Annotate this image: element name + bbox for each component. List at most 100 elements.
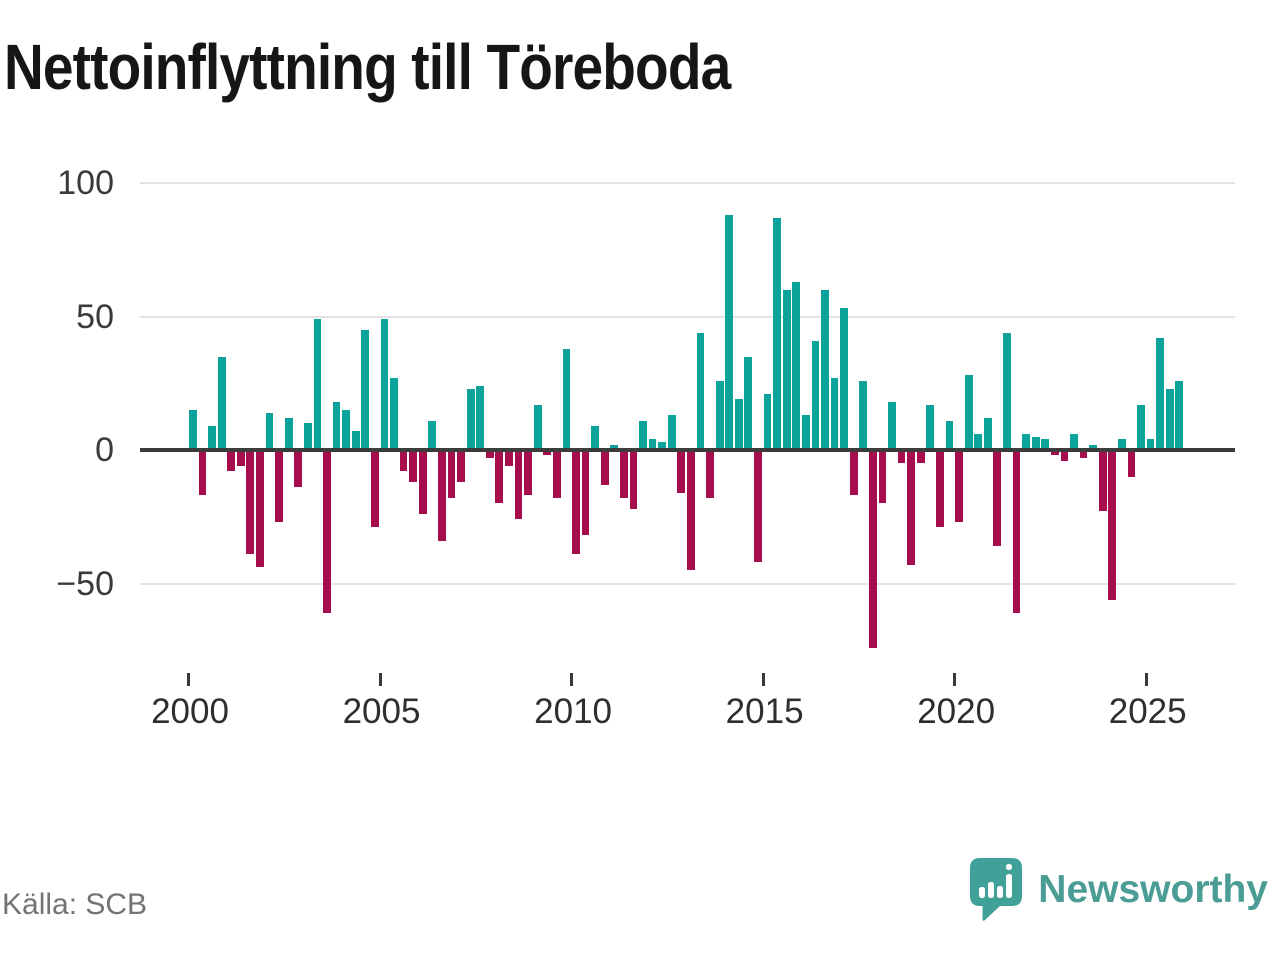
bar-2024-q4 xyxy=(1137,404,1145,450)
bar-2018-q1 xyxy=(878,450,887,504)
bar-2000-q4 xyxy=(217,356,226,450)
x-axis-label-2000: 2000 xyxy=(151,692,229,731)
bar-2019-q4 xyxy=(945,420,954,450)
bar-2023-q1 xyxy=(1070,433,1078,450)
bar-2002-q4 xyxy=(294,450,303,488)
bar-2008-q2 xyxy=(505,450,513,467)
y-axis-label: 100 xyxy=(57,164,114,202)
bar-2016-q1 xyxy=(801,415,810,450)
bar-2004-q2 xyxy=(351,431,360,450)
bar-2014-q2 xyxy=(734,399,743,450)
bar-2025-q3 xyxy=(1165,388,1174,450)
bar-2005-q1 xyxy=(380,319,389,450)
x-axis-tick-2005 xyxy=(378,673,382,686)
bar-2020-q3 xyxy=(974,433,983,450)
bar-2011-q1 xyxy=(610,444,619,450)
y-axis-label: −50 xyxy=(56,564,114,603)
bar-2018-q4 xyxy=(907,450,916,565)
bar-2000-q1 xyxy=(189,409,197,450)
bar-2005-q3 xyxy=(399,450,408,472)
bar-2002-q3 xyxy=(284,417,293,450)
bar-2008-q4 xyxy=(524,450,532,496)
x-axis-label-2020: 2020 xyxy=(917,692,996,731)
bar-2021-q1 xyxy=(993,450,1002,547)
bar-2001-q4 xyxy=(256,450,264,568)
bar-2003-q2 xyxy=(313,319,322,450)
bar-2025-q1 xyxy=(1146,439,1155,450)
bar-2024-q2 xyxy=(1117,439,1126,450)
bar-2025-q2 xyxy=(1156,337,1165,450)
bar-2015-q1 xyxy=(763,393,772,450)
bar-2014-q3 xyxy=(744,356,753,450)
bar-2020-q4 xyxy=(983,417,992,450)
bar-2023-q4 xyxy=(1098,450,1107,512)
gridline xyxy=(140,582,1235,585)
bar-2016-q4 xyxy=(830,377,839,450)
bar-2016-q3 xyxy=(821,289,829,450)
bar-2014-q4 xyxy=(754,450,762,563)
bar-2007-q4 xyxy=(485,450,494,458)
x-axis-tick-2020 xyxy=(953,673,957,686)
newsworthy-logo: Newsworthy xyxy=(970,858,1268,922)
bar-2006-q4 xyxy=(447,450,456,499)
bar-2011-q4 xyxy=(639,420,647,450)
bar-2008-q3 xyxy=(514,450,523,520)
bar-2020-q2 xyxy=(964,375,973,450)
bar-2012-q3 xyxy=(667,415,676,450)
bar-2001-q1 xyxy=(227,450,236,472)
bar-2002-q2 xyxy=(275,450,283,523)
bar-2021-q3 xyxy=(1012,450,1021,613)
bar-2004-q1 xyxy=(342,409,351,450)
bar-2010-q1 xyxy=(572,450,580,555)
x-axis-label-2010: 2010 xyxy=(534,692,613,731)
bar-2014-q1 xyxy=(725,215,734,450)
bar-2021-q2 xyxy=(1003,332,1011,450)
bar-2010-q2 xyxy=(581,450,590,536)
bar-2022-q2 xyxy=(1041,439,1050,450)
bar-2006-q1 xyxy=(418,450,427,515)
bar-2013-q3 xyxy=(706,450,714,499)
bar-2017-q2 xyxy=(849,450,858,496)
gridline xyxy=(140,182,1235,184)
bar-2017-q1 xyxy=(840,308,849,450)
bar-2011-q2 xyxy=(619,450,628,499)
y-axis-label: 0 xyxy=(95,431,114,469)
bar-2006-q3 xyxy=(438,450,446,541)
bar-2003-q4 xyxy=(332,401,341,450)
bar-2023-q3 xyxy=(1089,444,1098,450)
bar-2015-q3 xyxy=(782,289,791,450)
bar-2003-q3 xyxy=(323,450,331,613)
x-axis-label-2015: 2015 xyxy=(725,692,804,731)
source-label: Källa: SCB xyxy=(2,888,148,921)
x-axis-tick-2025 xyxy=(1144,673,1148,686)
bar-2019-q3 xyxy=(936,450,944,528)
logo-bar-3 xyxy=(997,886,1004,898)
bar-2015-q2 xyxy=(773,217,781,450)
bar-2002-q1 xyxy=(265,412,274,450)
bar-2007-q2 xyxy=(466,388,475,450)
newsworthy-bubble-icon xyxy=(970,858,1023,921)
bar-2012-q4 xyxy=(677,450,686,493)
bar-2009-q2 xyxy=(543,450,552,456)
logo-bar-1 xyxy=(979,887,986,898)
bar-2007-q1 xyxy=(457,450,465,483)
bar-2013-q2 xyxy=(696,332,705,450)
bar-2000-q3 xyxy=(208,425,216,450)
bar-2015-q4 xyxy=(792,281,801,450)
bar-2001-q2 xyxy=(236,450,245,467)
bar-2011-q3 xyxy=(629,450,638,509)
x-axis-tick-2000 xyxy=(187,673,190,686)
bar-2022-q1 xyxy=(1031,436,1040,450)
bar-2000-q2 xyxy=(198,450,207,496)
bar-2023-q2 xyxy=(1079,450,1088,458)
logo-bar-2 xyxy=(988,882,995,898)
bar-2022-q4 xyxy=(1060,450,1069,461)
bar-2022-q3 xyxy=(1050,450,1059,456)
bar-2013-q1 xyxy=(687,450,695,571)
logo-exclamation-dot xyxy=(1006,864,1013,870)
bar-2007-q3 xyxy=(476,385,485,450)
bar-2020-q1 xyxy=(955,450,963,523)
bar-2012-q2 xyxy=(658,441,667,450)
bar-2024-q1 xyxy=(1108,450,1117,600)
